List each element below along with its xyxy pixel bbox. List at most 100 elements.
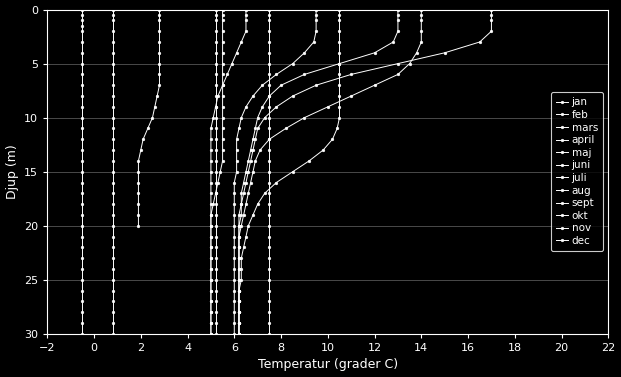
- maj: [207, 169, 215, 174]
- okt: [238, 277, 245, 282]
- maj: [229, 61, 236, 66]
- juli: [394, 13, 402, 17]
- nov: [266, 191, 273, 196]
- april: [207, 256, 215, 261]
- dec: [212, 159, 219, 163]
- dec: [212, 137, 219, 141]
- juli: [235, 299, 243, 304]
- juli: [238, 191, 245, 196]
- jan: [79, 234, 86, 239]
- juni: [230, 202, 238, 206]
- maj: [207, 191, 215, 196]
- okt: [319, 148, 327, 152]
- feb: [109, 224, 117, 228]
- jan: [79, 191, 86, 196]
- maj: [242, 13, 250, 17]
- okt: [336, 29, 343, 34]
- jan: [79, 137, 86, 141]
- aug: [252, 137, 259, 141]
- juni: [230, 224, 238, 228]
- feb: [109, 245, 117, 250]
- dec: [212, 40, 219, 44]
- jan: [79, 148, 86, 152]
- sept: [256, 148, 264, 152]
- maj: [242, 7, 250, 12]
- aug: [487, 13, 495, 17]
- maj: [207, 202, 215, 206]
- maj: [219, 83, 226, 87]
- sept: [240, 213, 247, 217]
- juli: [238, 202, 245, 206]
- nov: [266, 61, 273, 66]
- april: [219, 13, 226, 17]
- juni: [230, 180, 238, 185]
- okt: [336, 13, 343, 17]
- juni: [238, 115, 245, 120]
- juni: [230, 277, 238, 282]
- sept: [235, 288, 243, 293]
- aug: [394, 61, 402, 66]
- sept: [324, 104, 332, 109]
- jan: [79, 159, 86, 163]
- juli: [254, 115, 261, 120]
- jan: [79, 288, 86, 293]
- jan: [79, 29, 86, 34]
- dec: [212, 94, 219, 98]
- jan: [79, 13, 86, 17]
- Line: juli: juli: [238, 8, 399, 335]
- mars: [156, 72, 163, 77]
- aug: [240, 191, 247, 196]
- juni: [230, 256, 238, 261]
- mars: [156, 51, 163, 55]
- dec: [212, 29, 219, 34]
- mars: [156, 13, 163, 17]
- nov: [266, 267, 273, 271]
- aug: [487, 18, 495, 23]
- maj: [207, 256, 215, 261]
- juni: [233, 137, 240, 141]
- feb: [109, 126, 117, 131]
- dec: [212, 51, 219, 55]
- juni: [230, 213, 238, 217]
- sept: [247, 180, 255, 185]
- nov: [266, 51, 273, 55]
- maj: [207, 213, 215, 217]
- nov: [266, 256, 273, 261]
- okt: [306, 159, 313, 163]
- juli: [235, 332, 243, 336]
- juli: [235, 321, 243, 325]
- aug: [235, 288, 243, 293]
- mars: [156, 29, 163, 34]
- aug: [235, 277, 243, 282]
- okt: [336, 61, 343, 66]
- mars: [135, 213, 142, 217]
- maj: [233, 51, 240, 55]
- dec: [212, 267, 219, 271]
- juni: [230, 310, 238, 314]
- okt: [254, 202, 261, 206]
- juni: [230, 288, 238, 293]
- mars: [144, 126, 152, 131]
- nov: [266, 94, 273, 98]
- april: [214, 180, 222, 185]
- aug: [235, 245, 243, 250]
- aug: [238, 202, 245, 206]
- Line: sept: sept: [238, 8, 423, 335]
- dec: [212, 299, 219, 304]
- april: [207, 288, 215, 293]
- maj: [207, 299, 215, 304]
- aug: [347, 72, 355, 77]
- maj: [207, 234, 215, 239]
- jan: [79, 267, 86, 271]
- nov: [266, 288, 273, 293]
- sept: [235, 267, 243, 271]
- sept: [242, 202, 250, 206]
- feb: [109, 213, 117, 217]
- feb: [109, 277, 117, 282]
- maj: [207, 321, 215, 325]
- feb: [109, 18, 117, 23]
- aug: [235, 267, 243, 271]
- nov: [266, 83, 273, 87]
- sept: [417, 13, 425, 17]
- Line: aug: aug: [238, 8, 493, 335]
